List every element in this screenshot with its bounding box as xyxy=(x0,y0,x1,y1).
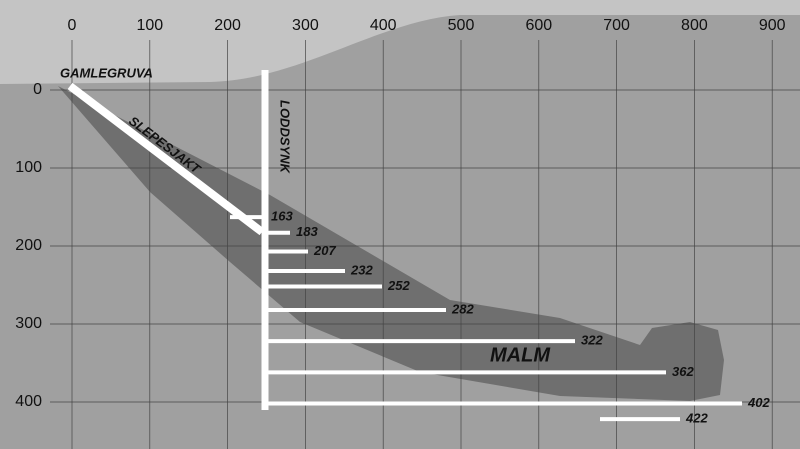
x-tick-label: 500 xyxy=(448,17,475,34)
level-label: 282 xyxy=(451,301,474,316)
x-tick-label: 600 xyxy=(525,17,552,34)
x-tick-label: 700 xyxy=(603,17,630,34)
incline xyxy=(67,82,265,236)
level-label: 252 xyxy=(387,278,410,293)
y-tick-label: 200 xyxy=(15,237,42,254)
level-label: 207 xyxy=(313,243,336,258)
level-label: 402 xyxy=(747,395,770,410)
x-tick-label: 200 xyxy=(214,17,241,34)
ore-body xyxy=(58,86,724,401)
y-tick-label: 0 xyxy=(33,81,42,98)
level-label: 322 xyxy=(581,333,603,348)
grid xyxy=(50,40,800,449)
level-label: 422 xyxy=(685,411,708,426)
mine-label: GAMLEGRUVA xyxy=(60,65,153,80)
levels xyxy=(230,215,742,422)
shaft-label: LODDSYNK xyxy=(278,100,293,175)
x-tick-label: 300 xyxy=(292,17,319,34)
y-tick-label: 400 xyxy=(15,393,42,410)
x-tick-label: 0 xyxy=(68,17,77,34)
level-label: 232 xyxy=(350,262,373,277)
x-tick-label: 900 xyxy=(759,17,786,34)
level-label: 183 xyxy=(296,224,318,239)
ore-label: MALM xyxy=(490,344,551,366)
y-tick-label: 300 xyxy=(15,315,42,332)
level-label: 362 xyxy=(672,364,694,379)
x-tick-label: 400 xyxy=(370,17,397,34)
x-tick-label: 800 xyxy=(681,17,708,34)
y-tick-label: 100 xyxy=(15,159,42,176)
sky xyxy=(0,0,800,84)
x-tick-label: 100 xyxy=(136,17,163,34)
level-label: 163 xyxy=(271,209,293,224)
